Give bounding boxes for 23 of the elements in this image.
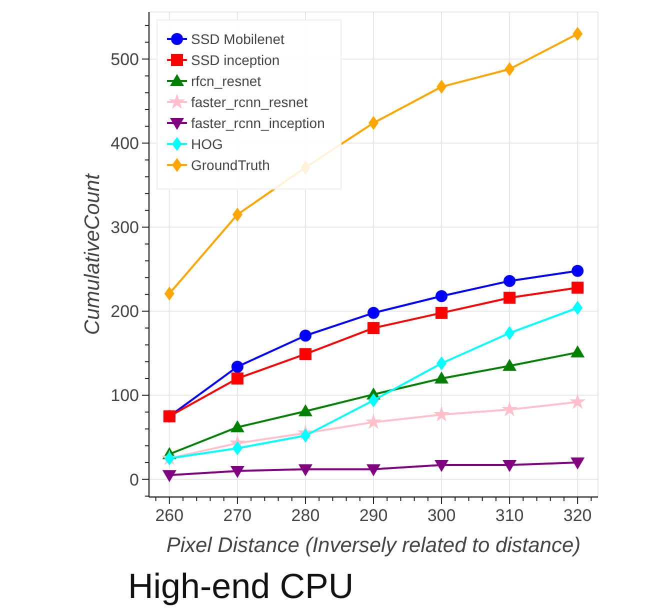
legend-label: rfcn_resnet [191,72,262,89]
y-tick-label: 200 [110,302,139,322]
x-tick-label: 270 [223,506,252,525]
y-tick-label: 0 [130,470,139,490]
legend-label: faster_rcnn_inception [191,114,325,131]
y-tick-label: 400 [110,134,139,154]
legend-label: GroundTruth [191,156,270,173]
legend-label: HOG [191,136,223,152]
x-tick-label: 280 [291,506,320,525]
y-tick-label: 300 [110,218,139,238]
x-tick-label: 310 [495,506,524,525]
x-tick-label: 300 [427,506,456,525]
x-axis-title: Pixel Distance (Inversely related to distance) [166,534,581,557]
legend-label: SSD Mobilenet [191,30,284,47]
y-tick-label: 100 [110,386,139,406]
x-tick-label: 260 [155,506,184,525]
x-tick-label: 290 [359,506,388,525]
x-tick-label: 320 [563,506,592,525]
y-tick-label: 500 [110,50,139,70]
legend-label: SSD inception [191,52,280,68]
legend-label: faster_rcnn_resnet [191,94,308,110]
text: High-end CPU [128,567,354,606]
y-axis-title: CumulativeCount [81,172,104,336]
